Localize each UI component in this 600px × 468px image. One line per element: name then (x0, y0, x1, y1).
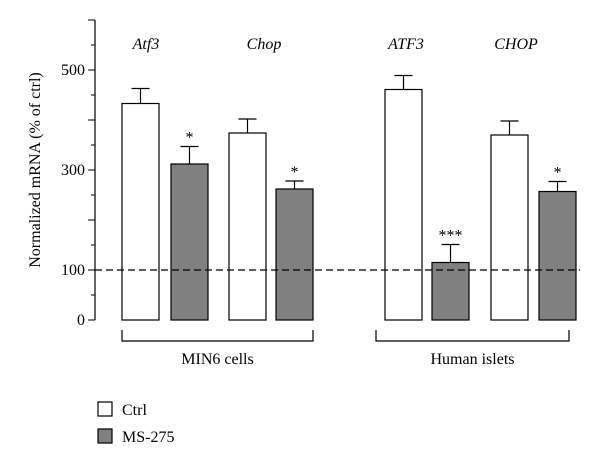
y-tick-label: 100 (61, 262, 85, 279)
significance-marker: * (554, 165, 562, 182)
significance-marker: * (186, 130, 194, 147)
labels: * Atf3 * Chop *** ATF3 * CHOP MIN6 cells Human is… (121, 36, 570, 368)
gene-label: ATF3 (387, 36, 424, 53)
bar-ctrl-ATF3 (384, 88, 423, 321)
bar-ctrl-CHOP (490, 134, 529, 321)
legend-label: Ctrl (122, 402, 147, 419)
y-axis: 0 100 300 500 Normalized mRNA (% of ctrl) (27, 19, 96, 329)
legend-swatch (97, 401, 113, 417)
y-axis-label: Normalized mRNA (% of ctrl) (27, 72, 44, 268)
legend: Ctrl MS-275 (97, 401, 174, 446)
group-label: Human islets (431, 351, 515, 368)
group-bracket (375, 330, 570, 342)
gene-label: Chop (247, 36, 282, 53)
bar-ctrl-Chop (228, 132, 267, 321)
bar-ms275-CHOP (538, 190, 577, 321)
significance-marker: *** (439, 228, 463, 245)
gene-label: Atf3 (132, 36, 160, 53)
legend-label: MS-275 (122, 429, 174, 446)
legend-swatch (97, 428, 113, 444)
bar-ms275-Atf3 (170, 163, 209, 321)
y-tick-label: 0 (77, 312, 85, 329)
group-bracket (121, 330, 314, 342)
bar-ms275-ATF3 (431, 261, 470, 321)
group-label: MIN6 cells (181, 351, 253, 368)
y-tick-label: 300 (61, 162, 85, 179)
bars (121, 74, 577, 321)
bar-ms275-Chop (275, 188, 314, 321)
significance-marker: * (291, 164, 299, 181)
bar-ctrl-Atf3 (121, 102, 160, 321)
y-tick-label: 500 (61, 62, 85, 79)
gene-label: CHOP (494, 36, 538, 53)
